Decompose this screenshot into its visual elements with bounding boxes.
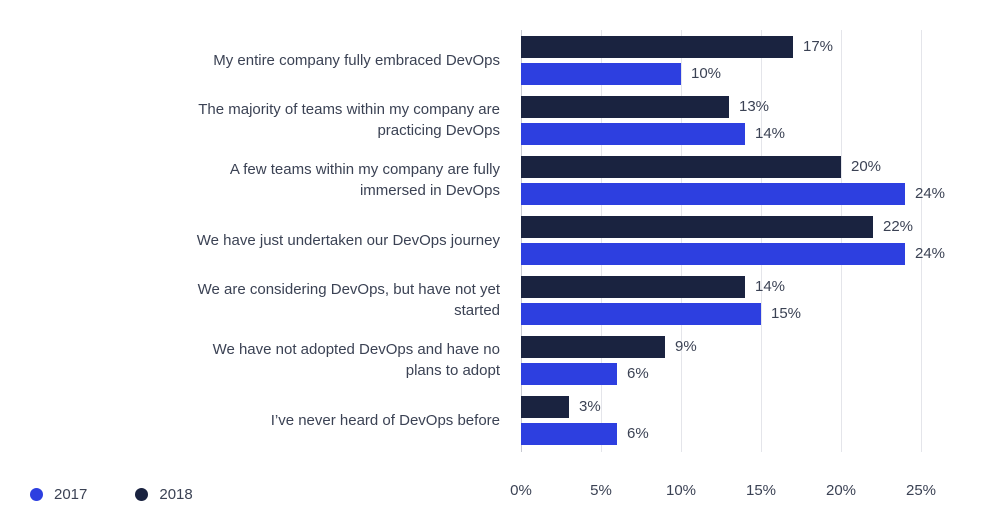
bar-value-label: 14% bbox=[755, 278, 786, 295]
x-tick-label: 10% bbox=[665, 482, 697, 499]
bar-line: 20% bbox=[521, 155, 966, 178]
bar-line: 3% bbox=[521, 395, 966, 418]
bar-2018 bbox=[521, 335, 665, 358]
category-label: We are considering DevOps, but have not … bbox=[197, 281, 500, 319]
legend-label: 2017 bbox=[54, 486, 88, 503]
category-label: A few teams within my company are fully … bbox=[229, 161, 500, 199]
bar-line: 17% bbox=[521, 35, 966, 58]
bar-line: 13% bbox=[521, 95, 966, 118]
legend-item-2018: 2018 bbox=[135, 486, 193, 503]
category-label: My entire company fully embraced DevOps bbox=[213, 51, 500, 69]
bar-2018 bbox=[521, 275, 745, 298]
plot-area: 17% 10% 13% 14% 20% 24% 22% 24% 14% 15% 9% 6% 3% 6% bbox=[521, 30, 966, 452]
category-label: We have not adopted DevOps and have no p… bbox=[212, 341, 500, 379]
bar-2017 bbox=[521, 422, 617, 445]
bar-line: 10% bbox=[521, 62, 966, 85]
gridline bbox=[521, 30, 522, 452]
category-label: The majority of teams within my company … bbox=[198, 101, 500, 139]
bar-group: 20% 24% bbox=[521, 150, 966, 210]
gridline bbox=[681, 30, 682, 452]
bar-line: 14% bbox=[521, 275, 966, 298]
bar-value-label: 9% bbox=[675, 338, 697, 355]
x-tick-label: 5% bbox=[590, 482, 612, 499]
gridlines bbox=[521, 30, 966, 452]
bar-line: 6% bbox=[521, 422, 966, 445]
bar-value-label: 3% bbox=[579, 398, 601, 415]
bar-2018 bbox=[521, 35, 793, 58]
bar-value-label: 22% bbox=[883, 218, 914, 235]
bar-line: 24% bbox=[521, 182, 966, 205]
bar-rows: 17% 10% 13% 14% 20% 24% 22% 24% 14% 15% 9% 6% 3% 6% bbox=[521, 30, 966, 452]
bar-value-label: 14% bbox=[755, 125, 786, 142]
bar-2017 bbox=[521, 302, 761, 325]
bar-group: 22% 24% bbox=[521, 210, 966, 270]
bar-line: 24% bbox=[521, 242, 966, 265]
bar-2018 bbox=[521, 215, 873, 238]
bar-group: 9% 6% bbox=[521, 330, 966, 390]
legend-dot-icon bbox=[30, 488, 43, 501]
legend-dot-icon bbox=[135, 488, 149, 501]
bar-value-label: 17% bbox=[803, 38, 834, 55]
bar-value-label: 6% bbox=[627, 425, 649, 442]
bar-group: 3% 6% bbox=[521, 390, 966, 450]
gridline bbox=[601, 30, 602, 452]
category-labels: My entire company fully embraced DevOps T… bbox=[0, 30, 500, 450]
bar-value-label: 10% bbox=[691, 65, 722, 82]
bar-line: 15% bbox=[521, 302, 966, 325]
bar-value-label: 24% bbox=[915, 245, 946, 262]
gridline bbox=[761, 30, 762, 452]
bar-value-label: 20% bbox=[851, 158, 882, 175]
bar-2018 bbox=[521, 95, 729, 118]
bar-value-label: 15% bbox=[771, 305, 802, 322]
bar-value-label: 24% bbox=[915, 185, 946, 202]
bar-2017 bbox=[521, 362, 617, 385]
x-axis: 0% 5% 10% 15% 20% 25% bbox=[510, 482, 966, 504]
bar-value-label: 13% bbox=[739, 98, 770, 115]
bar-line: 9% bbox=[521, 335, 966, 358]
bar-line: 14% bbox=[521, 122, 966, 145]
x-tick-label: 0% bbox=[510, 482, 532, 499]
bar-line: 22% bbox=[521, 215, 966, 238]
legend-label: 2018 bbox=[159, 486, 193, 503]
bar-value-label: 6% bbox=[627, 365, 649, 382]
bar-2017 bbox=[521, 62, 681, 85]
bar-group: 14% 15% bbox=[521, 270, 966, 330]
x-tick-label: 15% bbox=[745, 482, 777, 499]
legend: 2017 2018 bbox=[30, 486, 193, 503]
x-tick-label: 25% bbox=[905, 482, 937, 499]
legend-item-2017: 2017 bbox=[30, 486, 87, 503]
category-label: We have just undertaken our DevOps journ… bbox=[196, 231, 500, 249]
bar-2018 bbox=[521, 395, 569, 418]
gridline bbox=[921, 30, 922, 452]
gridline bbox=[841, 30, 842, 452]
bar-2017 bbox=[521, 182, 905, 205]
bar-2017 bbox=[521, 122, 745, 145]
x-tick-label: 20% bbox=[825, 482, 857, 499]
bar-2018 bbox=[521, 155, 841, 178]
category-label: I’ve never heard of DevOps before bbox=[270, 411, 500, 429]
bar-group: 13% 14% bbox=[521, 90, 966, 150]
bar-group: 17% 10% bbox=[521, 30, 966, 90]
bar-line: 6% bbox=[521, 362, 966, 385]
bar-2017 bbox=[521, 242, 905, 265]
